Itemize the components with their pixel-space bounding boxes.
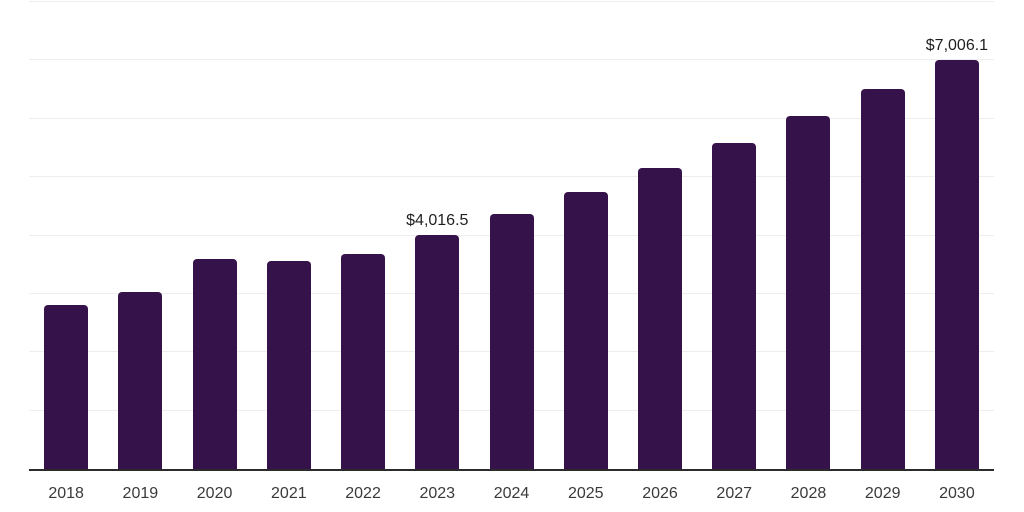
bar-slot-2025 xyxy=(549,2,623,469)
x-tick-2028: 2028 xyxy=(790,485,827,502)
x-tick-2026: 2026 xyxy=(642,485,678,502)
x-tick-2019: 2019 xyxy=(122,485,159,502)
x-tick-2023: 2023 xyxy=(419,485,456,502)
gridline-8000 xyxy=(29,1,994,2)
x-tick-2024: 2024 xyxy=(493,485,530,502)
bar-slot-2020 xyxy=(177,2,251,469)
plot-area: $4,016.5 $7,006.1 xyxy=(29,1,994,471)
bar-slot-2018 xyxy=(29,2,103,469)
gridline-6000 xyxy=(29,117,994,119)
bar-2019 xyxy=(118,292,163,469)
bar-slot-2030: $7,006.1 xyxy=(920,2,994,469)
bar-2022 xyxy=(341,253,386,469)
bar-2027 xyxy=(712,142,757,469)
bar-slot-2028 xyxy=(771,2,845,469)
x-axis-labels: 2018 2019 2020 2021 2022 2023 2024 2025 2026 2027… xyxy=(29,484,994,503)
bar-2021 xyxy=(266,261,311,469)
bars-layer: $4,016.5 $7,006.1 xyxy=(29,2,994,469)
bar-slot-2022 xyxy=(326,2,400,469)
bar-slot-2023: $4,016.5 xyxy=(400,2,474,469)
data-label-2030: $7,006.1 xyxy=(925,37,989,55)
bar-slot-2027 xyxy=(697,2,771,469)
x-tick-2021: 2021 xyxy=(271,485,307,502)
gridline-7000 xyxy=(29,59,994,61)
x-tick-2029: 2029 xyxy=(864,485,901,502)
bar-2025 xyxy=(563,192,608,469)
bar-2030 xyxy=(934,60,979,469)
bar-2024 xyxy=(489,214,534,469)
bar-2018 xyxy=(44,304,89,469)
bar-slot-2024 xyxy=(474,2,548,469)
bar-2028 xyxy=(786,115,831,469)
x-tick-2020: 2020 xyxy=(196,485,233,502)
bar-2020 xyxy=(192,258,237,469)
bar-slot-2029 xyxy=(846,2,920,469)
bar-2029 xyxy=(860,88,905,469)
bar-slot-2021 xyxy=(252,2,326,469)
x-tick-2025: 2025 xyxy=(567,485,604,502)
x-tick-2022: 2022 xyxy=(345,485,381,502)
bar-2023 xyxy=(415,234,460,469)
bar-slot-2019 xyxy=(103,2,177,469)
x-tick-2027: 2027 xyxy=(716,485,753,502)
x-tick-2018: 2018 xyxy=(48,485,84,502)
gridline-5000 xyxy=(29,176,994,178)
bar-slot-2026 xyxy=(623,2,697,469)
bar-2026 xyxy=(637,168,682,469)
x-tick-2030: 2030 xyxy=(939,485,975,502)
data-label-2023: $4,016.5 xyxy=(406,211,469,229)
